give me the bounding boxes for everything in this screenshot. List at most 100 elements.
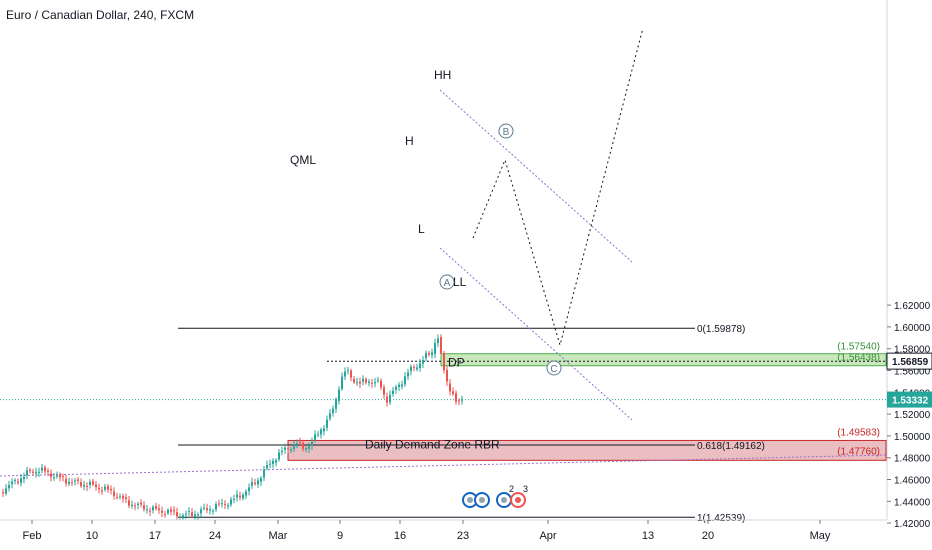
dp-price-tag xyxy=(886,352,932,370)
candle xyxy=(161,506,163,518)
candle-body xyxy=(176,512,178,517)
candle-body xyxy=(170,509,172,512)
candle xyxy=(110,485,112,495)
candle xyxy=(158,504,160,514)
candle xyxy=(62,473,64,482)
candle xyxy=(299,437,301,447)
candle-body xyxy=(20,478,22,484)
candle-body xyxy=(122,495,124,499)
candle xyxy=(209,505,211,515)
candle xyxy=(14,478,16,485)
candle xyxy=(44,465,46,474)
candle xyxy=(47,468,49,477)
price-tick-label: 1.48000 xyxy=(894,454,931,465)
candle xyxy=(407,368,409,381)
candle-body xyxy=(134,505,136,507)
candle-body xyxy=(332,408,334,413)
candle-body xyxy=(398,384,400,387)
l-label: L xyxy=(418,222,425,236)
price-axis[interactable]: 1.620001.600001.580001.560001.540001.520… xyxy=(886,0,932,530)
candle-body xyxy=(437,338,439,344)
candle-body xyxy=(257,480,259,485)
labels-layer: DP Daily Demand Zone RBR (1.57540)(1.56438… xyxy=(290,68,880,524)
candle xyxy=(383,384,385,399)
candle xyxy=(11,478,13,489)
candle-body xyxy=(71,482,73,484)
candle-body xyxy=(251,481,253,486)
candle xyxy=(428,350,430,357)
candle-body xyxy=(68,481,70,484)
candle xyxy=(200,506,202,518)
candle xyxy=(431,348,433,359)
candle-body xyxy=(224,503,226,505)
candle xyxy=(107,483,109,493)
candle xyxy=(410,364,412,376)
candle xyxy=(146,505,148,514)
candle-body xyxy=(200,509,202,514)
candle-body xyxy=(119,496,121,498)
candle-body xyxy=(35,471,37,474)
candle-body xyxy=(311,441,313,446)
candle xyxy=(221,498,223,508)
candle xyxy=(302,439,304,452)
candle-body xyxy=(56,475,58,477)
candle-body xyxy=(380,380,382,388)
candle-body xyxy=(137,503,139,506)
candle-body xyxy=(23,476,25,479)
candle-body xyxy=(191,512,193,517)
wave-circle-a xyxy=(439,274,455,290)
candle xyxy=(254,478,256,486)
candle xyxy=(269,459,271,469)
candle xyxy=(443,351,445,374)
candle xyxy=(53,473,55,481)
supply-bottom-label: (1.56438) xyxy=(837,353,880,364)
candle xyxy=(89,479,91,489)
time-tick-label: Feb xyxy=(23,530,42,542)
candle xyxy=(248,483,250,496)
candle xyxy=(50,469,52,482)
candle xyxy=(116,492,118,500)
candle-body xyxy=(98,487,100,490)
candle-body xyxy=(314,434,316,441)
candle xyxy=(215,501,217,513)
candle xyxy=(362,375,364,386)
candle xyxy=(341,372,343,391)
candle-body xyxy=(53,477,55,479)
candle-body xyxy=(236,494,238,498)
candle xyxy=(194,510,196,520)
chart-title: Euro / Canadian Dollar, 240, FXCM xyxy=(6,8,195,22)
candle-body xyxy=(218,503,220,505)
candle-body xyxy=(386,396,388,403)
candle xyxy=(173,506,175,516)
candle-body xyxy=(365,379,367,383)
candle-body xyxy=(278,452,280,460)
time-axis[interactable]: Feb 10 17 24 Mar 9 16 23 Apr 13 20 May xyxy=(0,519,887,542)
candle xyxy=(179,513,181,520)
candle xyxy=(143,501,145,512)
candle-body xyxy=(86,485,88,487)
candle-body xyxy=(116,496,118,498)
candle xyxy=(38,467,40,478)
candle-body xyxy=(146,509,148,511)
hh-label: HH xyxy=(434,68,451,82)
candle xyxy=(197,512,199,520)
candle xyxy=(413,364,415,372)
candle-body xyxy=(410,366,412,371)
candle-body xyxy=(62,476,64,478)
candle xyxy=(191,507,193,519)
candle-body xyxy=(89,481,91,486)
candle xyxy=(128,496,130,509)
candle-body xyxy=(26,470,28,476)
time-tick-label: 16 xyxy=(394,530,406,542)
event-count-b: 3 xyxy=(523,484,528,494)
candle-body xyxy=(362,378,364,382)
candle-body xyxy=(452,391,454,394)
candle-body xyxy=(59,474,61,478)
candle xyxy=(149,507,151,516)
candle-body xyxy=(374,382,376,384)
candle-body xyxy=(458,400,460,402)
candle-body xyxy=(308,446,310,449)
candle xyxy=(131,500,133,509)
candle-body xyxy=(377,380,379,382)
